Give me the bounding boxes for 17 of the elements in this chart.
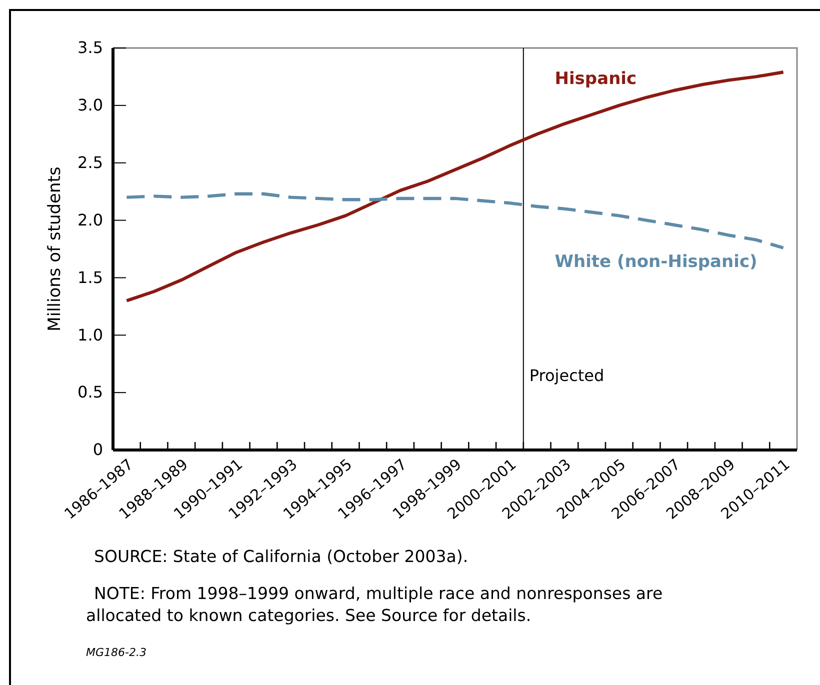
source-note: SOURCE: State of California (October 2003a). <box>94 547 468 566</box>
y-axis-title: Millions of students <box>45 166 65 332</box>
annotation: Projected <box>529 366 604 385</box>
y-tick-label: 2.0 <box>78 210 103 230</box>
y-tick-label: 2.5 <box>78 152 103 172</box>
y-tick-label: 1.5 <box>78 268 103 287</box>
line-series <box>125 192 785 250</box>
y-tick-label: 0.5 <box>78 382 103 402</box>
y-tick-label: 3.5 <box>78 38 103 58</box>
series-label: Hispanic <box>554 68 637 89</box>
text: MG186-2.3 <box>86 646 146 659</box>
series-label: White (non-Hispanic) <box>554 252 758 272</box>
line-series <box>125 70 785 302</box>
y-tick-label: 0 <box>92 440 103 460</box>
y-tick-label: 1.0 <box>78 325 103 344</box>
text: NOTE: From 1998–1999 onward, multiple race and nonresponses are allocated to known categories. See Source for details. <box>86 584 663 625</box>
y-tick-label: 3.0 <box>78 96 103 115</box>
